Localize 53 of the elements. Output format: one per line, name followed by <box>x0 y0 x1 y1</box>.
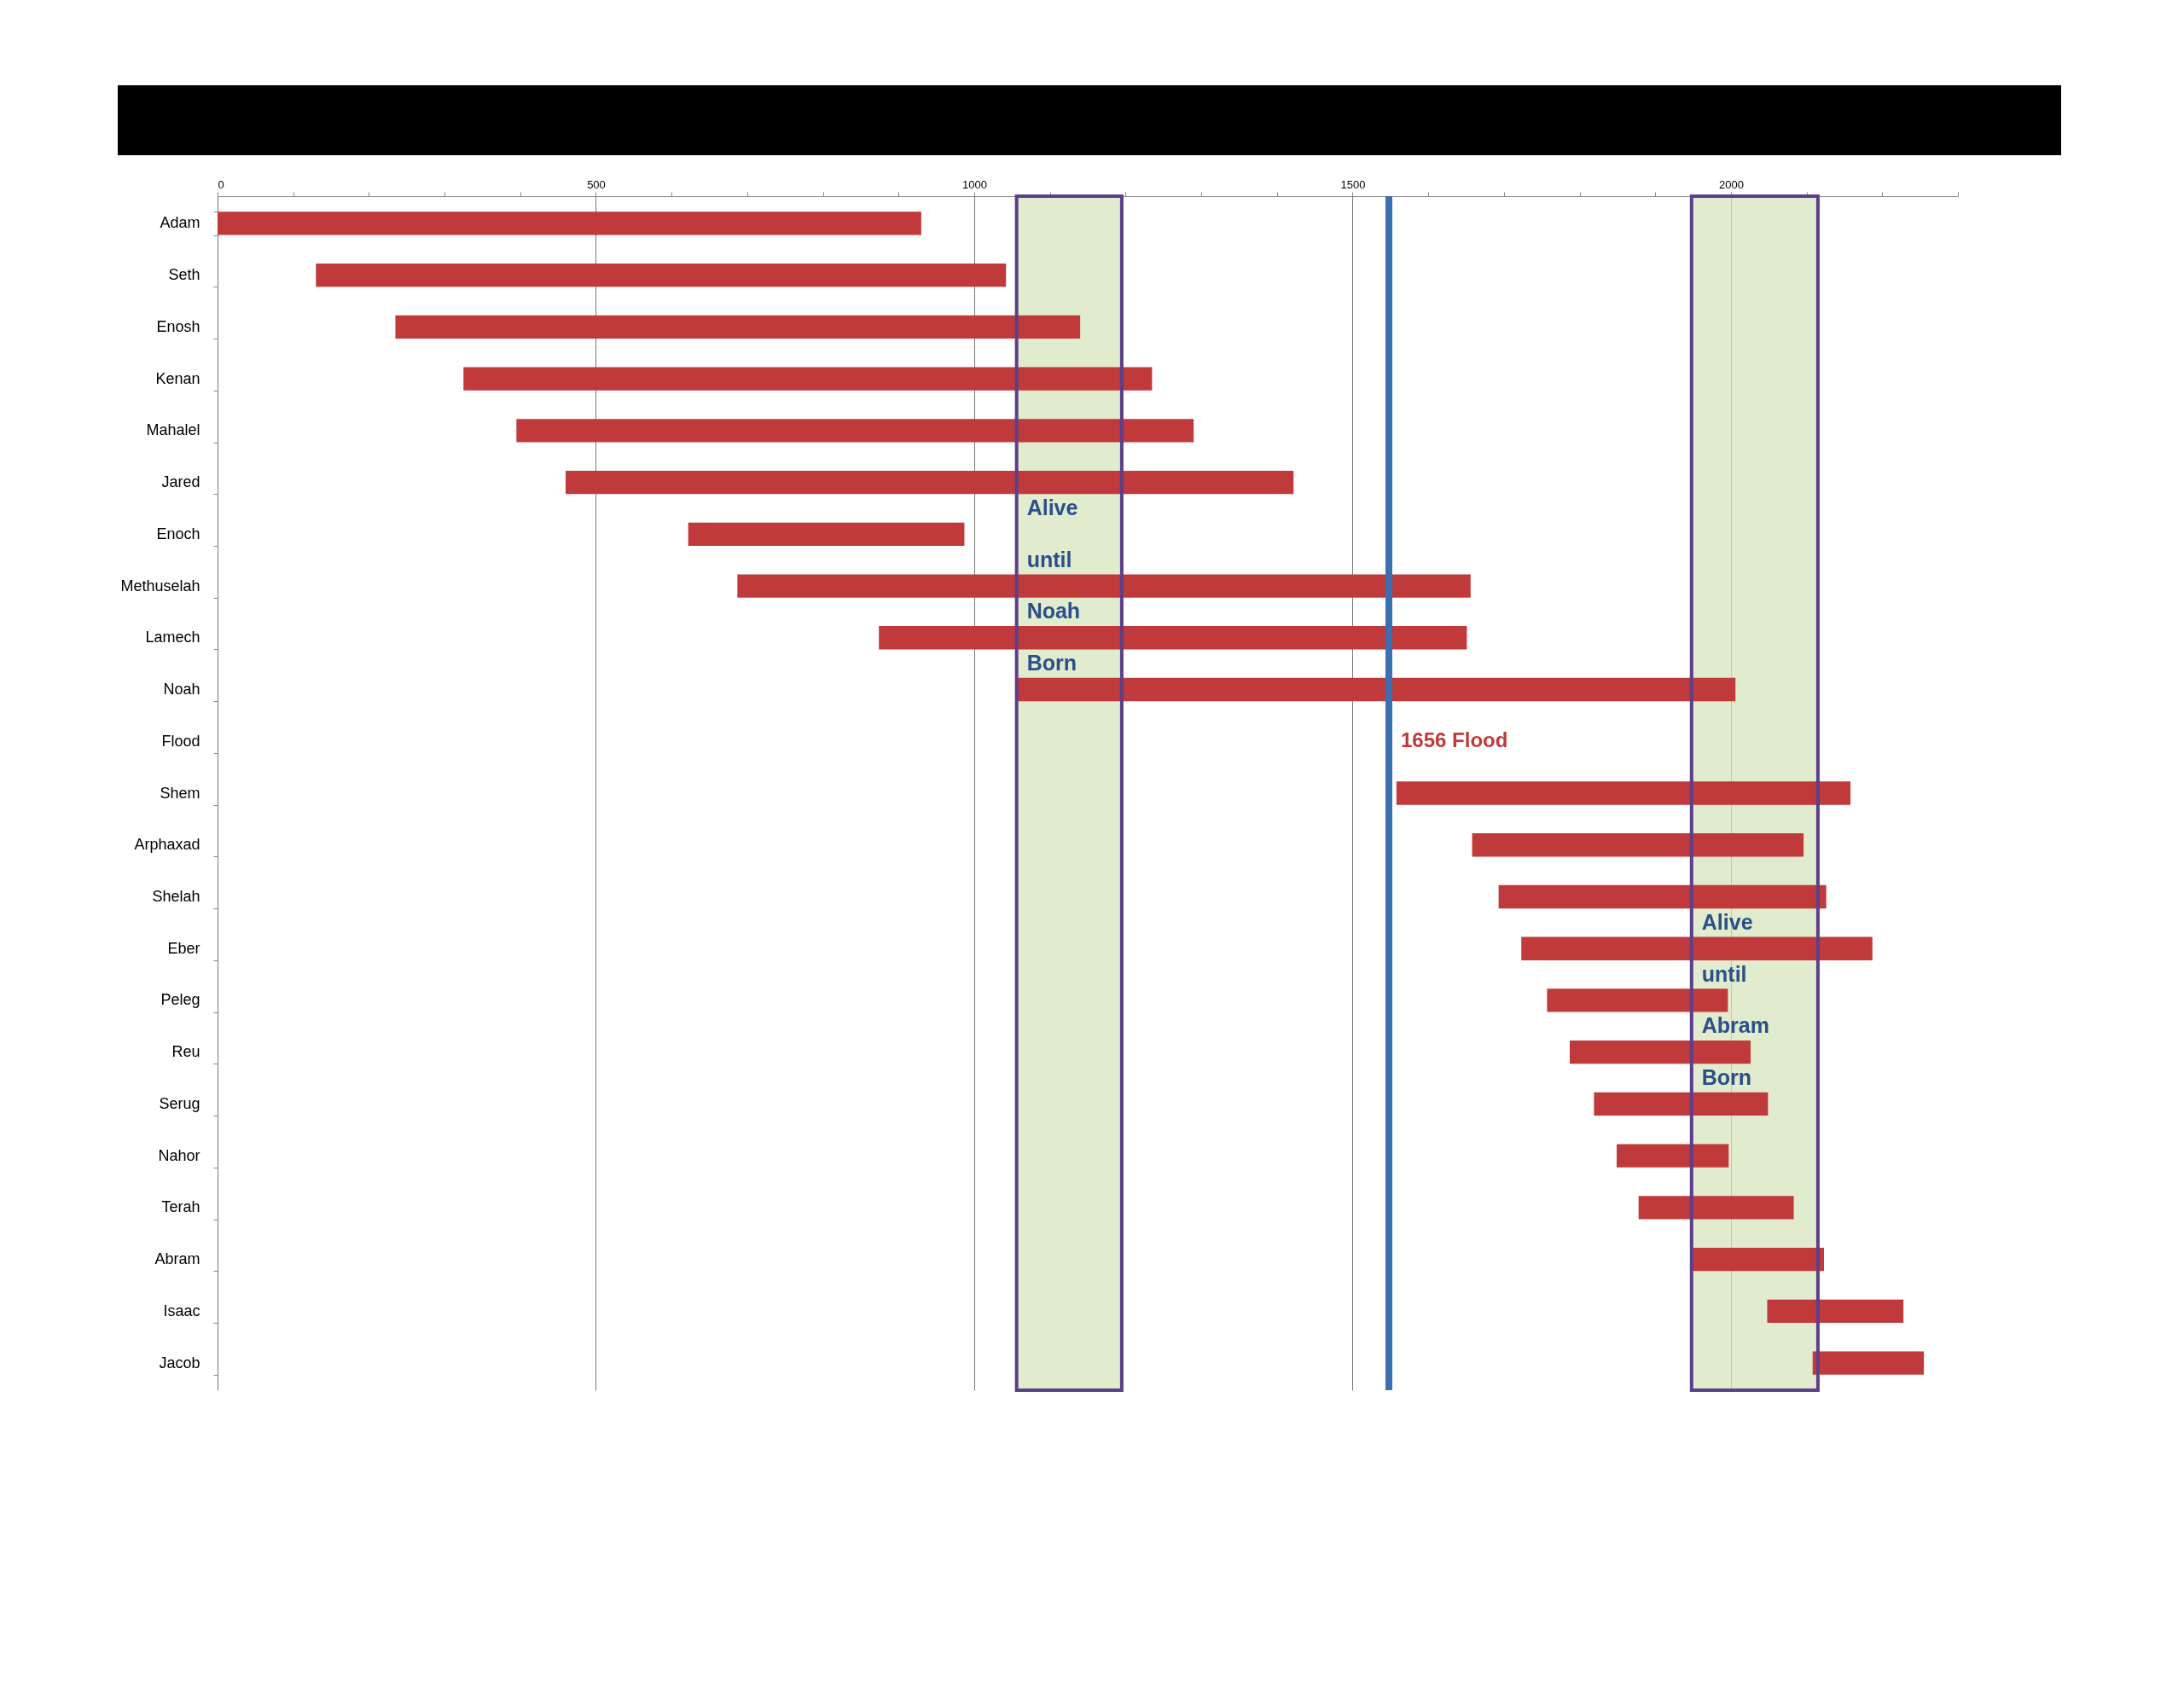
bar <box>316 263 1007 287</box>
y-tick-label: Nahor <box>158 1146 200 1164</box>
bar <box>463 367 1153 391</box>
y-tick-label: Kenan <box>155 369 200 387</box>
y-tick-label: Adam <box>160 214 200 232</box>
bar <box>1547 988 1728 1012</box>
bar <box>1569 1041 1751 1064</box>
x-tick-label: 2000 <box>1718 177 1744 191</box>
y-tick-label: Peleg <box>160 991 200 1009</box>
bar <box>1691 1247 1825 1272</box>
y-tick-label: Enoch <box>156 525 200 542</box>
x-tick-label: 1500 <box>1340 177 1366 191</box>
y-tick-label: Methuselah <box>120 577 200 594</box>
y-tick-label: Terah <box>161 1198 200 1216</box>
y-tick-label: Reu <box>171 1043 200 1061</box>
bar <box>1396 781 1851 805</box>
bar <box>566 470 1294 495</box>
bar <box>1767 1299 1904 1324</box>
bar <box>737 574 1471 598</box>
y-tick-label: Noah <box>163 681 200 699</box>
x-tick-label: 0 <box>218 177 224 191</box>
bar <box>1812 1351 1925 1375</box>
y-tick-label: Jacob <box>159 1354 200 1371</box>
y-tick-label: Abram <box>154 1250 200 1268</box>
annotation: 1656 Flood <box>1401 728 1508 752</box>
bar <box>516 419 1194 443</box>
y-tick-label: Mahalel <box>146 421 200 439</box>
y-tick-label: Flood <box>161 732 200 750</box>
y-tick-label: Arphaxad <box>134 836 200 854</box>
x-tick-label: 500 <box>587 177 606 191</box>
y-tick-label: Lamech <box>145 629 200 646</box>
bar <box>395 315 1081 339</box>
y-tick-label: Enosh <box>156 317 200 335</box>
y-tick-label: Shelah <box>152 887 200 905</box>
bar <box>1498 884 1827 909</box>
y-tick-label: Eber <box>167 939 200 957</box>
bar <box>1594 1092 1769 1116</box>
bar <box>1638 1196 1794 1220</box>
y-tick-label: Shem <box>160 784 200 802</box>
bar <box>218 212 921 235</box>
bar <box>1616 1144 1729 1168</box>
text: Alive until Abram Born <box>1701 909 1769 1090</box>
bar <box>1472 833 1804 857</box>
y-tick-label: Serug <box>159 1094 200 1112</box>
bar <box>879 626 1467 650</box>
bar <box>688 522 965 546</box>
bar <box>1521 936 1873 960</box>
bar <box>1016 677 1736 702</box>
x-tick-label: 1000 <box>962 177 987 191</box>
text: Alive until Noah Born <box>1026 495 1081 675</box>
y-tick-label: Seth <box>168 266 200 284</box>
y-tick-label: Isaac <box>163 1301 200 1319</box>
y-tick-label: Jared <box>161 473 200 491</box>
